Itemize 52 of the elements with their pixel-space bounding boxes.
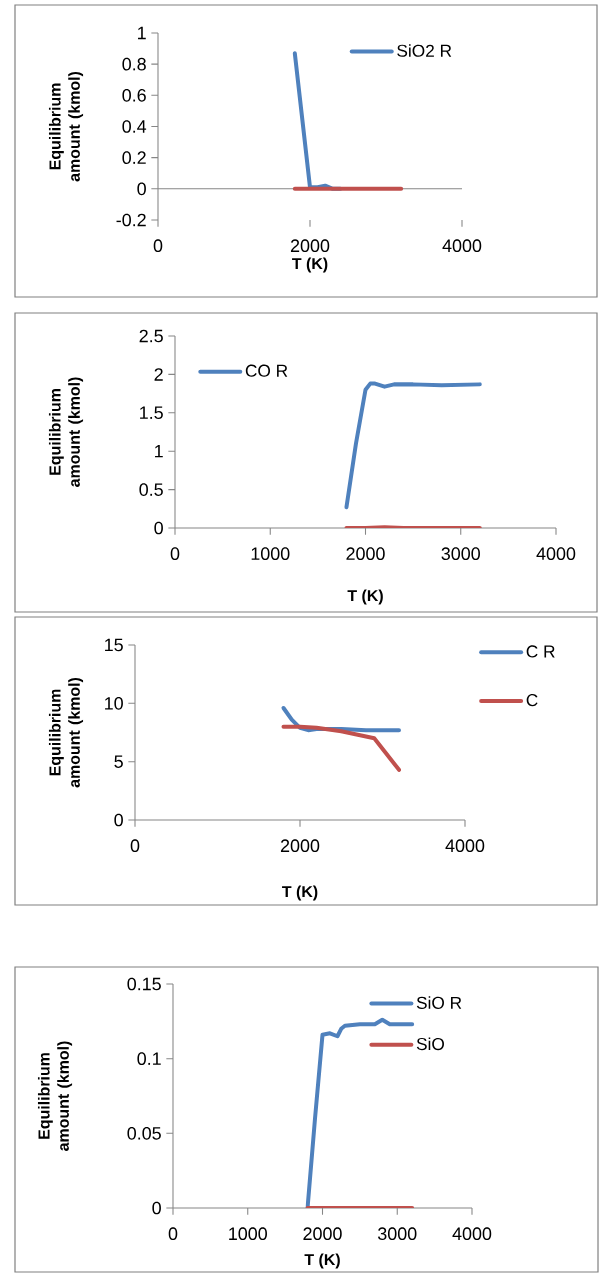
y-axis-title: Equilibrium amount (kmol)	[48, 71, 84, 182]
x-tick-label: 2000	[290, 239, 330, 253]
y-tick-label: 0.05	[127, 1126, 161, 1140]
y-tick-label: 0	[154, 521, 163, 535]
y-tick-label: 0.15	[127, 977, 161, 991]
x-tick-label: 3000	[377, 1227, 417, 1241]
x-axis-title: T (K)	[282, 885, 318, 901]
y-tick-label: 0	[152, 1201, 161, 1215]
y-tick-label: 2.5	[139, 329, 163, 343]
x-tick-label: 2000	[303, 1227, 342, 1241]
line-series	[344, 381, 482, 510]
x-tick-label: 2000	[280, 839, 320, 853]
x-tick-label: 0	[170, 547, 180, 561]
legend-label: CO R	[245, 364, 288, 377]
y-tick-label: 0	[137, 182, 146, 196]
y-tick-label: 0	[114, 813, 123, 827]
y-tick-label: 5	[114, 755, 123, 768]
x-tick-label: 0	[168, 1227, 178, 1241]
legend-label: SiO	[416, 1037, 444, 1051]
y-tick-label: 0.5	[139, 483, 163, 496]
y-tick-label: 0.8	[122, 57, 146, 71]
y-tick-label: 0.2	[122, 151, 146, 164]
y-tick-label: 1	[155, 445, 163, 458]
x-tick-label: 1000	[229, 1227, 267, 1241]
legend-label: SiO R	[416, 996, 462, 1009]
y-axis-title: Equilibrium amount (kmol)	[37, 1041, 73, 1151]
x-tick-label: 4000	[442, 239, 482, 253]
x-axis-title: T (K)	[292, 257, 328, 273]
x-tick-label: 4000	[536, 547, 576, 561]
y-tick-label: 0.6	[122, 88, 146, 102]
y-tick-label: 15	[105, 638, 123, 652]
x-tick-label: 1000	[251, 547, 290, 561]
legend-label: C R	[526, 645, 555, 658]
y-tick-label: 10	[105, 696, 123, 710]
legend-label: SiO2 R	[397, 44, 452, 57]
y-tick-label: 1	[138, 26, 146, 40]
x-axis-title: T (K)	[304, 1253, 340, 1269]
y-axis-title: Equilibrium amount (kmol)	[48, 677, 84, 788]
line-series	[281, 724, 401, 772]
y-tick-label: -0.2	[116, 213, 146, 227]
y-tick-label: 0.4	[122, 120, 147, 133]
x-tick-label: 2000	[346, 547, 385, 561]
x-tick-label: 4000	[445, 839, 485, 853]
x-tick-label: 3000	[441, 547, 480, 561]
line-series	[305, 1017, 415, 1208]
y-tick-label: 1.5	[140, 406, 163, 420]
legend-label: C	[526, 694, 538, 707]
y-axis-title: Equilibrium amount (kmol)	[48, 377, 84, 487]
y-tick-label: 2	[154, 368, 163, 381]
y-tick-label: 0.1	[137, 1052, 161, 1066]
x-axis-title: T (K)	[347, 589, 383, 605]
x-tick-label: 4000	[452, 1227, 492, 1241]
